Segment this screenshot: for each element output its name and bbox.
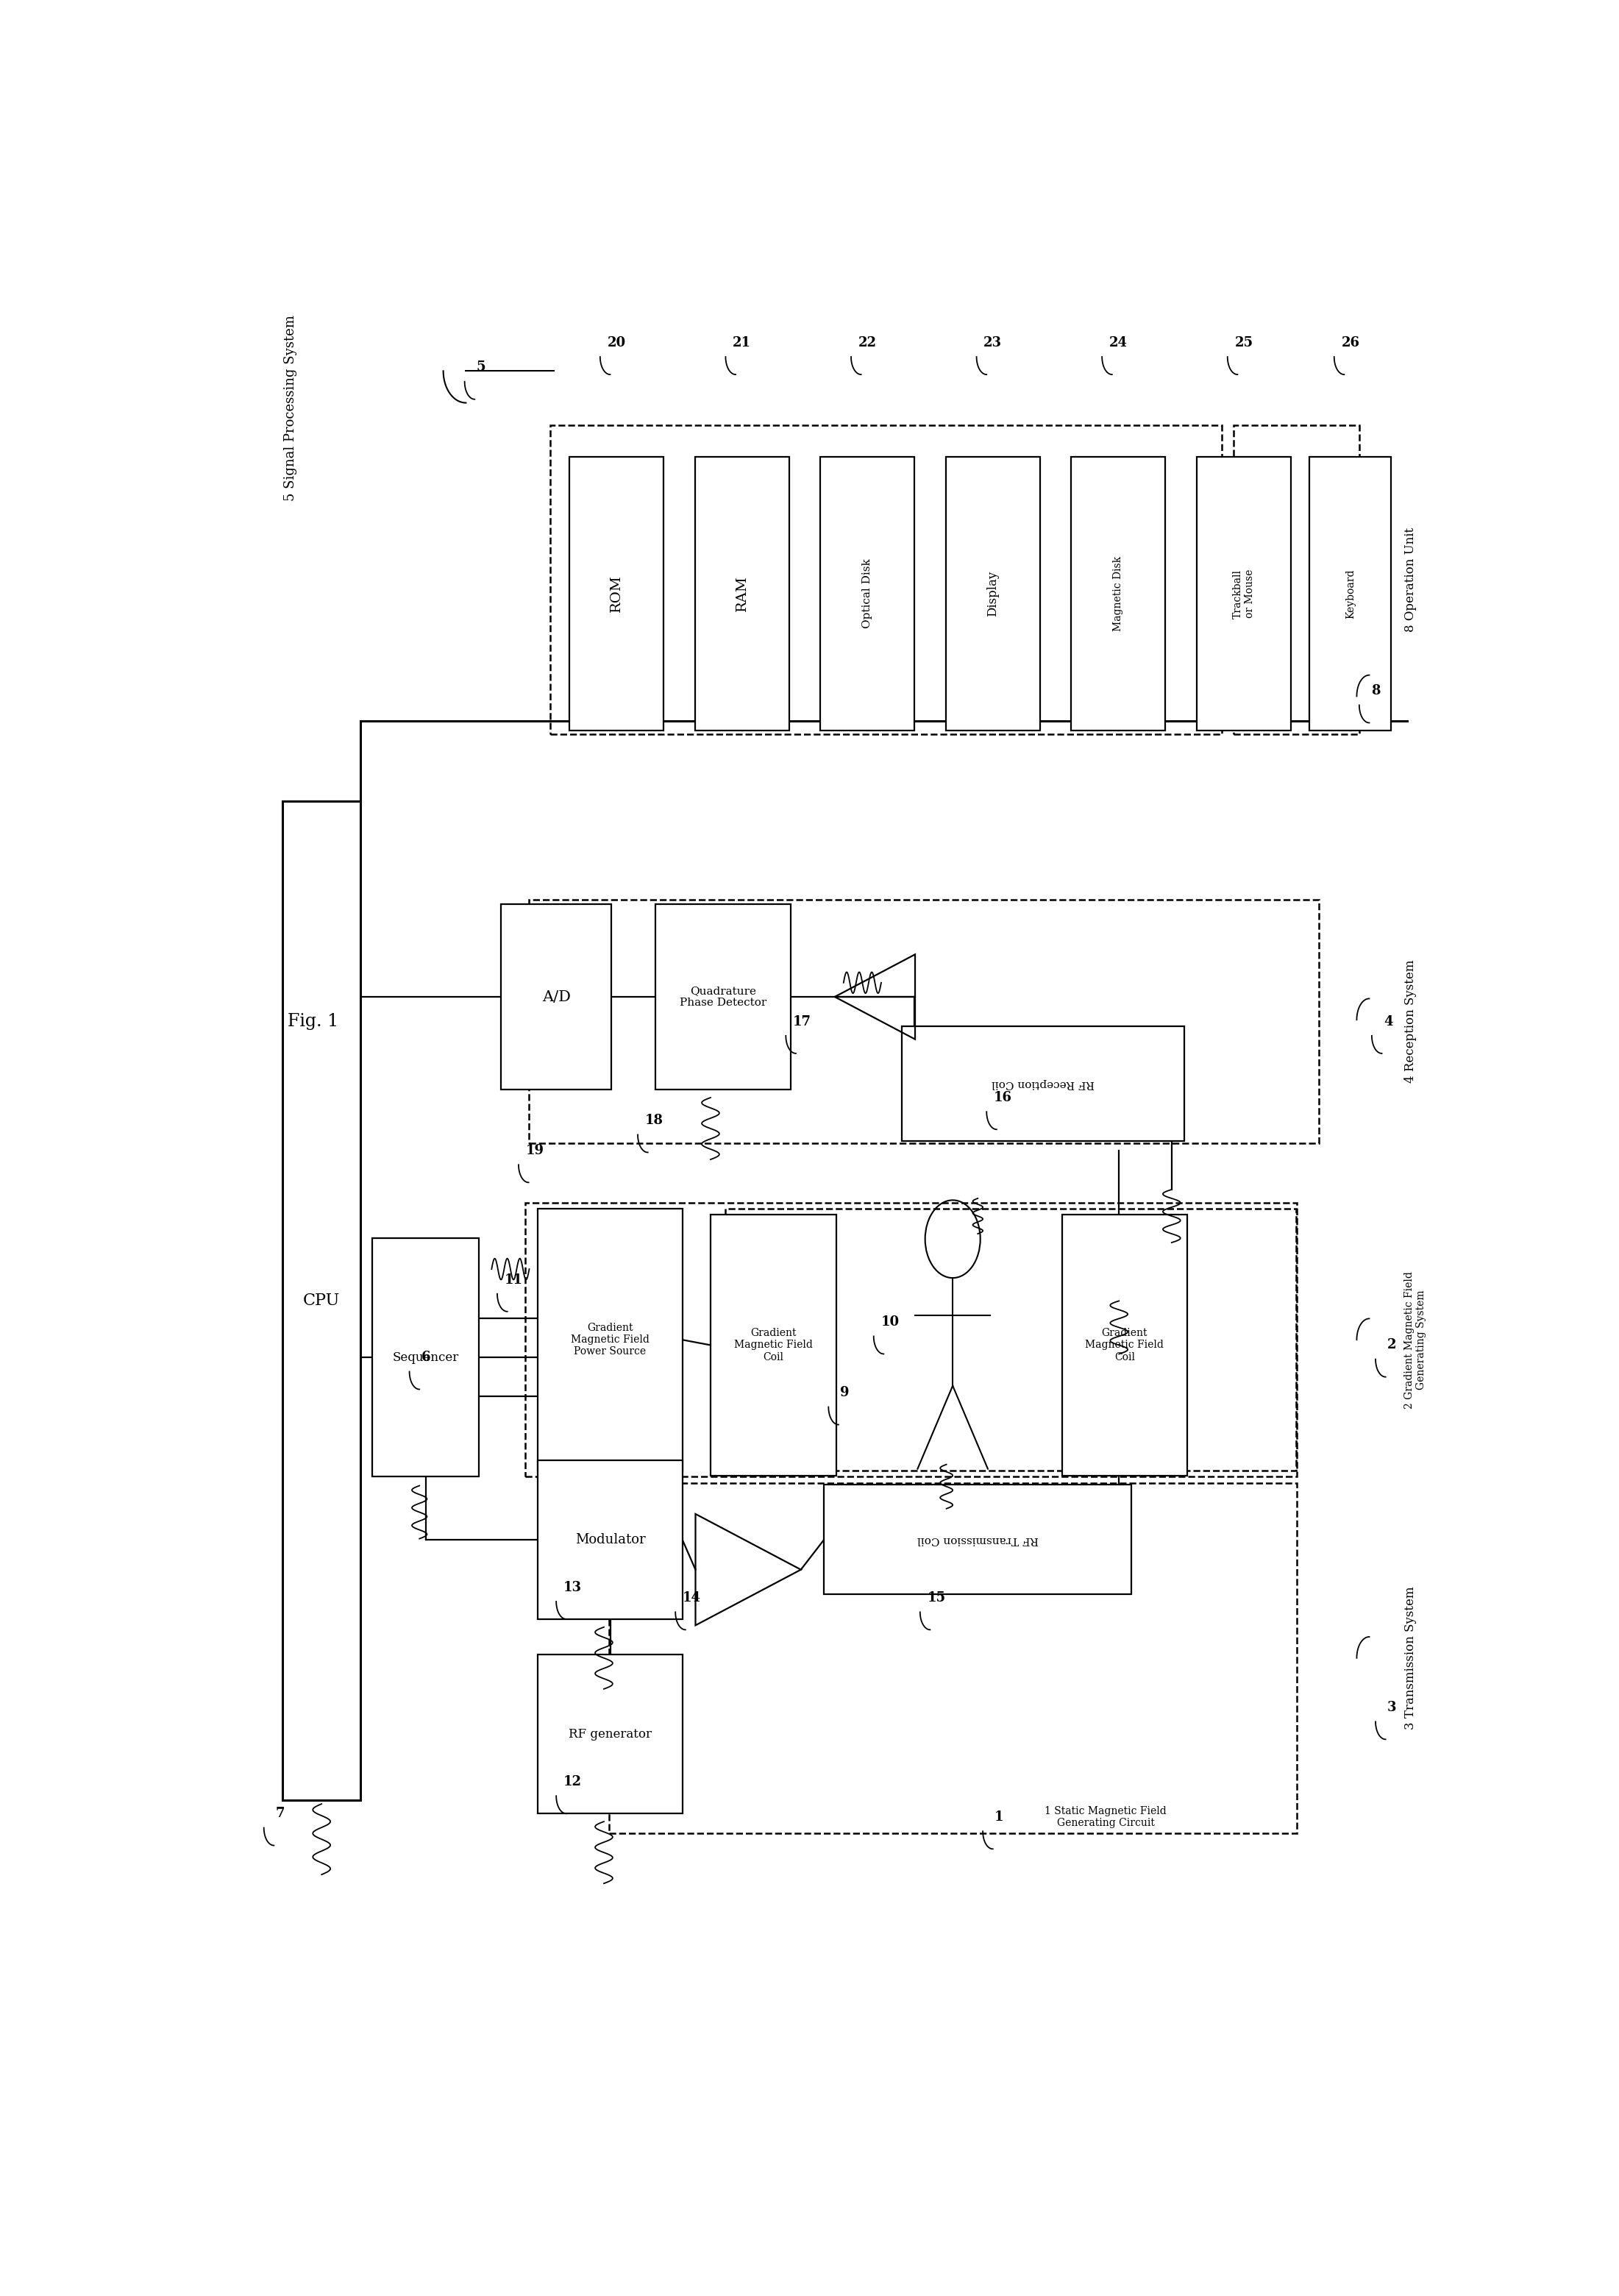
- Text: 16: 16: [994, 1091, 1012, 1104]
- Text: Optical Disk: Optical Disk: [863, 558, 873, 629]
- Text: 18: 18: [644, 1114, 664, 1127]
- Bar: [538, 1655, 682, 1814]
- Text: RF Transmission Coil: RF Transmission Coil: [916, 1534, 1038, 1545]
- Bar: [1196, 457, 1290, 730]
- Text: 20: 20: [607, 335, 625, 349]
- Bar: [1072, 457, 1166, 730]
- Text: Fig. 1: Fig. 1: [288, 1013, 338, 1031]
- Text: RAM: RAM: [735, 576, 748, 611]
- Text: 25: 25: [1235, 335, 1253, 349]
- Text: Modulator: Modulator: [575, 1534, 646, 1545]
- Text: 24: 24: [1109, 335, 1127, 349]
- Bar: [945, 457, 1039, 730]
- Text: 2: 2: [1387, 1339, 1397, 1352]
- Bar: [528, 900, 1319, 1143]
- Bar: [550, 425, 1222, 735]
- Text: ROM: ROM: [610, 574, 623, 613]
- Text: Quadrature
Phase Detector: Quadrature Phase Detector: [680, 985, 766, 1008]
- Bar: [570, 457, 664, 730]
- Bar: [609, 1483, 1297, 1832]
- Bar: [1234, 425, 1360, 735]
- Text: 1 Static Magnetic Field
Generating Circuit: 1 Static Magnetic Field Generating Circu…: [1044, 1807, 1167, 1828]
- Bar: [725, 1210, 1295, 1472]
- Text: 19: 19: [526, 1143, 544, 1157]
- Text: 21: 21: [733, 335, 751, 349]
- Text: 23: 23: [984, 335, 1002, 349]
- Text: Gradient
Magnetic Field
Power Source: Gradient Magnetic Field Power Source: [572, 1322, 649, 1357]
- Bar: [538, 1460, 682, 1619]
- Bar: [711, 1215, 835, 1476]
- Text: 4 Reception System: 4 Reception System: [1404, 960, 1417, 1084]
- Text: 6: 6: [421, 1350, 431, 1364]
- Text: 22: 22: [858, 335, 876, 349]
- Text: 5: 5: [476, 360, 486, 374]
- Text: 13: 13: [563, 1580, 581, 1593]
- Text: 1: 1: [994, 1812, 1004, 1823]
- Text: 8 Operation Unit: 8 Operation Unit: [1404, 528, 1417, 631]
- Text: 3 Transmission System: 3 Transmission System: [1404, 1587, 1417, 1729]
- Bar: [902, 1026, 1183, 1141]
- Text: 7: 7: [275, 1807, 285, 1821]
- Bar: [372, 1238, 479, 1476]
- Bar: [1062, 1215, 1187, 1476]
- Bar: [1310, 457, 1391, 730]
- Text: Trackball
or Mouse: Trackball or Mouse: [1232, 569, 1255, 618]
- Text: 14: 14: [683, 1591, 701, 1605]
- Text: 9: 9: [840, 1387, 850, 1401]
- Text: RF generator: RF generator: [568, 1729, 652, 1740]
- Text: 8: 8: [1371, 684, 1379, 698]
- Text: 17: 17: [793, 1015, 811, 1029]
- Text: 4: 4: [1384, 1015, 1392, 1029]
- Text: RF Reception Coil: RF Reception Coil: [991, 1079, 1094, 1088]
- Bar: [695, 457, 788, 730]
- Bar: [821, 457, 915, 730]
- Bar: [824, 1486, 1132, 1593]
- Text: Keyboard: Keyboard: [1345, 569, 1355, 618]
- Text: 15: 15: [928, 1591, 945, 1605]
- Text: 12: 12: [563, 1775, 581, 1789]
- Text: 2 Gradient Magnetic Field
Generating System: 2 Gradient Magnetic Field Generating Sys…: [1404, 1272, 1426, 1407]
- Text: Gradient
Magnetic Field
Coil: Gradient Magnetic Field Coil: [1085, 1327, 1164, 1362]
- Text: CPU: CPU: [303, 1293, 340, 1309]
- Text: 5 Signal Processing System: 5 Signal Processing System: [283, 315, 298, 501]
- Text: Gradient
Magnetic Field
Coil: Gradient Magnetic Field Coil: [733, 1327, 813, 1362]
- Text: Display: Display: [986, 572, 999, 618]
- Bar: [500, 905, 612, 1091]
- Text: A/D: A/D: [542, 990, 570, 1003]
- Bar: [526, 1203, 1297, 1476]
- Text: Sequencer: Sequencer: [392, 1352, 458, 1364]
- Text: 11: 11: [505, 1272, 523, 1286]
- Text: 26: 26: [1341, 335, 1360, 349]
- Text: Magnetic Disk: Magnetic Disk: [1114, 556, 1124, 631]
- Bar: [538, 1210, 682, 1472]
- Text: 10: 10: [881, 1316, 899, 1329]
- Bar: [283, 801, 361, 1800]
- Bar: [656, 905, 790, 1091]
- Text: 3: 3: [1387, 1701, 1397, 1715]
